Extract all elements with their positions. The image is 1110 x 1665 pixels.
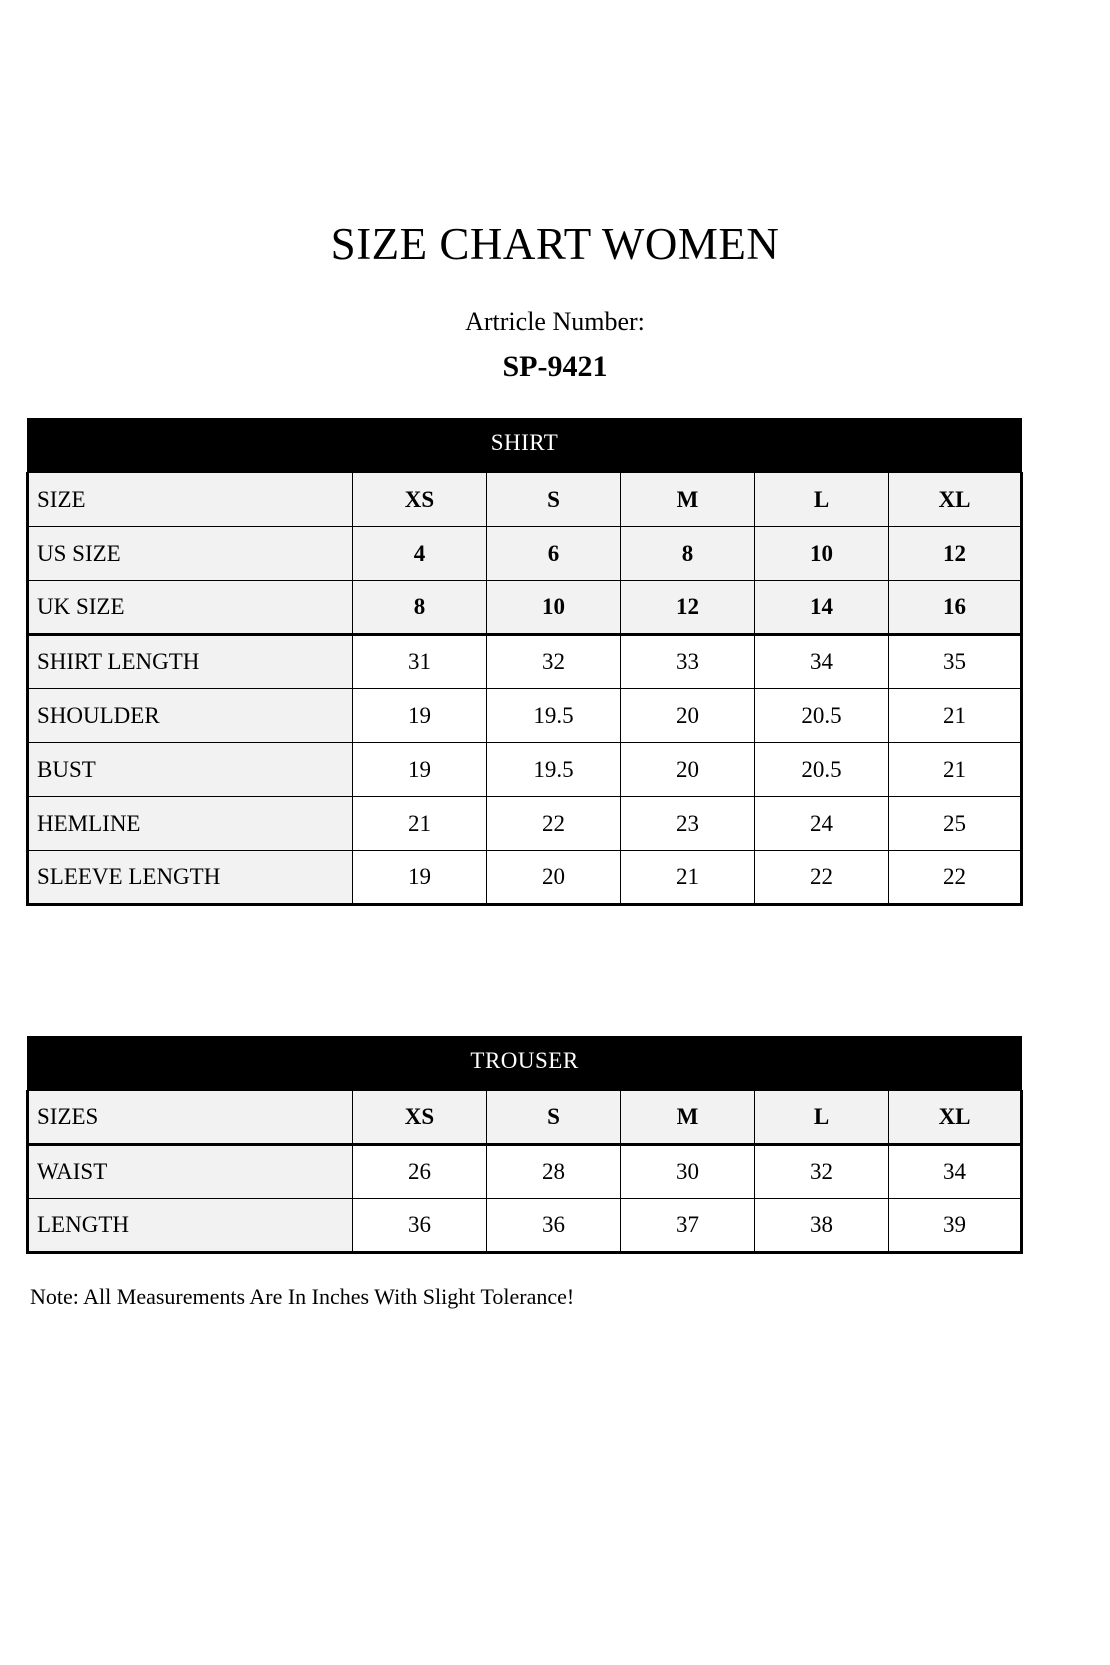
- cell-value: 20: [486, 850, 621, 906]
- cell-value: 12: [620, 580, 755, 636]
- table-row: SHOULDER 19 19.5 20 20.5 21: [26, 688, 1024, 743]
- cell-value: 8: [620, 526, 755, 581]
- article-number-value: SP-9421: [502, 350, 608, 383]
- row-label-shoulder: SHOULDER: [26, 688, 353, 743]
- cell-value: 28: [486, 1144, 621, 1199]
- page-title: SIZE CHART WOMEN: [330, 219, 780, 269]
- row-label-bust: BUST: [26, 742, 353, 797]
- table-row: SLEEVE LENGTH 19 20 21 22 22: [26, 850, 1024, 906]
- cell-value: 20: [620, 742, 755, 797]
- shirt-size-m: M: [620, 472, 755, 527]
- row-label-length: LENGTH: [26, 1198, 353, 1254]
- cell-value: 30: [620, 1144, 755, 1199]
- cell-value: 25: [887, 796, 1024, 851]
- shirt-size-header-row: SIZE XS S M L XL: [26, 472, 1024, 527]
- cell-value: 10: [486, 580, 621, 636]
- shirt-size-s: S: [486, 472, 621, 527]
- trouser-table-body: TROUSER SIZES XS S M L XL WAIST 26 28 30…: [26, 1036, 1024, 1254]
- cell-value: 23: [620, 796, 755, 851]
- cell-value: 37: [620, 1198, 755, 1254]
- trouser-size-table: TROUSER SIZES XS S M L XL WAIST 26 28 30…: [26, 1036, 1024, 1254]
- trouser-size-header-row: SIZES XS S M L XL: [26, 1090, 1024, 1146]
- table-row: US SIZE 4 6 8 10 12: [26, 526, 1024, 581]
- shirt-size-xl: XL: [887, 472, 1024, 527]
- row-label-shirt-length: SHIRT LENGTH: [26, 634, 353, 689]
- table-row: LENGTH 36 36 37 38 39: [26, 1198, 1024, 1254]
- cell-value: 21: [887, 688, 1024, 743]
- cell-value: 22: [887, 850, 1024, 906]
- cell-value: 19: [352, 688, 487, 743]
- cell-value: 19.5: [486, 742, 621, 797]
- trouser-size-xl: XL: [887, 1090, 1024, 1146]
- cell-value: 6: [486, 526, 621, 581]
- table-row: WAIST 26 28 30 32 34: [26, 1144, 1024, 1199]
- trouser-size-m: M: [620, 1090, 755, 1146]
- shirt-size-xs: XS: [352, 472, 487, 527]
- table-row: BUST 19 19.5 20 20.5 21: [26, 742, 1024, 797]
- trouser-size-s: S: [486, 1090, 621, 1146]
- cell-value: 22: [486, 796, 621, 851]
- cell-value: 21: [887, 742, 1024, 797]
- cell-value: 4: [352, 526, 487, 581]
- article-number-label: Artricle Number:: [465, 307, 645, 336]
- cell-value: 26: [352, 1144, 487, 1199]
- shirt-table-block: SHIRT SIZE XS S M L XL US SIZE 4 6 8 10 …: [26, 382, 1084, 906]
- cell-value: 20.5: [754, 742, 889, 797]
- cell-value: 19: [352, 742, 487, 797]
- cell-value: 34: [754, 634, 889, 689]
- trouser-banner-title: TROUSER: [26, 1036, 1023, 1091]
- shirt-banner-row: SHIRT: [26, 418, 1023, 473]
- trouser-size-row-label: SIZES: [26, 1090, 353, 1146]
- row-label-us-size: US SIZE: [26, 526, 353, 581]
- table-row: HEMLINE 21 22 23 24 25: [26, 796, 1024, 851]
- trouser-size-xs: XS: [352, 1090, 487, 1146]
- cell-value: 19: [352, 850, 487, 906]
- cell-value: 32: [754, 1144, 889, 1199]
- cell-value: 31: [352, 634, 487, 689]
- shirt-size-l: L: [754, 472, 889, 527]
- cell-value: 21: [620, 850, 755, 906]
- shirt-banner-title: SHIRT: [26, 418, 1023, 473]
- row-label-sleeve-length: SLEEVE LENGTH: [26, 850, 353, 906]
- shirt-size-table: SHIRT SIZE XS S M L XL US SIZE 4 6 8 10 …: [26, 418, 1024, 906]
- cell-value: 20: [620, 688, 755, 743]
- measurement-note: Note: All Measurements Are In Inches Wit…: [30, 1284, 575, 1309]
- cell-value: 33: [620, 634, 755, 689]
- cell-value: 36: [486, 1198, 621, 1254]
- shirt-table-body: SHIRT SIZE XS S M L XL US SIZE 4 6 8 10 …: [26, 418, 1024, 906]
- table-row: UK SIZE 8 10 12 14 16: [26, 580, 1024, 636]
- cell-value: 24: [754, 796, 889, 851]
- table-row: SHIRT LENGTH 31 32 33 34 35: [26, 634, 1024, 689]
- trouser-size-l: L: [754, 1090, 889, 1146]
- row-label-uk-size: UK SIZE: [26, 580, 353, 636]
- cell-value: 8: [352, 580, 487, 636]
- cell-value: 12: [887, 526, 1024, 581]
- trouser-table-block: TROUSER SIZES XS S M L XL WAIST 26 28 30…: [26, 906, 1084, 1254]
- cell-value: 38: [754, 1198, 889, 1254]
- cell-value: 10: [754, 526, 889, 581]
- row-label-hemline: HEMLINE: [26, 796, 353, 851]
- cell-value: 20.5: [754, 688, 889, 743]
- cell-value: 22: [754, 850, 889, 906]
- cell-value: 35: [887, 634, 1024, 689]
- cell-value: 34: [887, 1144, 1024, 1199]
- trouser-banner-row: TROUSER: [26, 1036, 1023, 1091]
- cell-value: 16: [887, 580, 1024, 636]
- cell-value: 36: [352, 1198, 487, 1254]
- cell-value: 32: [486, 634, 621, 689]
- row-label-waist: WAIST: [26, 1144, 353, 1199]
- cell-value: 19.5: [486, 688, 621, 743]
- cell-value: 21: [352, 796, 487, 851]
- shirt-size-row-label: SIZE: [26, 472, 353, 527]
- cell-value: 14: [754, 580, 889, 636]
- cell-value: 39: [887, 1198, 1024, 1254]
